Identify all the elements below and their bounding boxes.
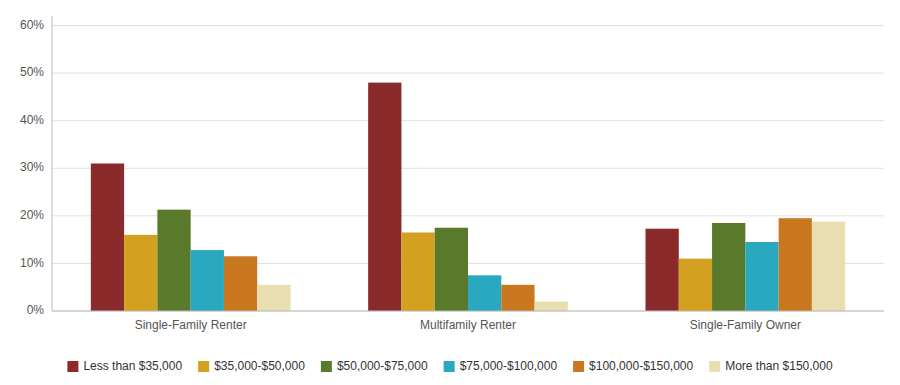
legend-label: More than $150,000 (725, 359, 833, 373)
grid-line (52, 73, 884, 74)
grid-line (52, 168, 884, 169)
legend-item: $50,000-$75,000 (321, 359, 428, 373)
y-tick-label: 10% (20, 256, 44, 270)
bar (368, 83, 401, 311)
legend-label: $50,000-$75,000 (337, 359, 428, 373)
y-axis-line (52, 16, 53, 311)
bar (812, 222, 845, 311)
y-tick-label: 30% (20, 160, 44, 174)
grid-line (52, 25, 884, 26)
bar (257, 285, 290, 311)
legend-label: $75,000-$100,000 (460, 359, 558, 373)
legend-label: $35,000-$50,000 (214, 359, 305, 373)
bar (124, 235, 157, 311)
bar (468, 275, 501, 311)
bar (501, 285, 534, 311)
grid-line (52, 120, 884, 121)
y-tick-label: 40% (20, 113, 44, 127)
y-tick-label: 60% (20, 18, 44, 32)
bar (535, 301, 568, 311)
bar (157, 210, 190, 311)
legend-label: $100,000-$150,000 (589, 359, 693, 373)
bar (645, 229, 678, 311)
bar (745, 242, 778, 311)
y-grid (52, 26, 884, 311)
legend-swatch (67, 361, 78, 372)
legend-swatch (198, 361, 209, 372)
bar (712, 223, 745, 311)
legend-swatch (709, 361, 720, 372)
legend-item: $100,000-$150,000 (573, 359, 693, 373)
x-axis-line (52, 311, 884, 312)
legend-item: $75,000-$100,000 (444, 359, 558, 373)
legend-swatch (321, 361, 332, 372)
grid-line (52, 311, 884, 312)
bars (91, 83, 845, 311)
legend-item: $35,000-$50,000 (198, 359, 305, 373)
x-tick-label: Multifamily Renter (420, 318, 516, 332)
chart: 0% 10% 20% 30% 40% 50% 60% Single-Family Renter… (0, 0, 900, 385)
bar (435, 228, 468, 311)
bar (779, 218, 812, 311)
bar (91, 164, 124, 312)
legend-item: Less than $35,000 (67, 359, 182, 373)
legend: Less than $35,000 $35,000-$50,000 $50,000-… (67, 359, 833, 373)
bar (679, 259, 712, 311)
legend-swatch (444, 361, 455, 372)
chart-container: 0% 10% 20% 30% 40% 50% 60% Single-Family Renter… (0, 0, 900, 385)
x-tick-label: Single-Family Owner (690, 318, 801, 332)
legend-swatch (573, 361, 584, 372)
y-tick-label: 0% (27, 303, 45, 317)
bar (224, 256, 257, 311)
bar (191, 250, 224, 311)
bar (401, 232, 434, 311)
y-tick-label: 50% (20, 65, 44, 79)
legend-item: More than $150,000 (709, 359, 833, 373)
y-tick-label: 20% (20, 208, 44, 222)
legend-label: Less than $35,000 (83, 359, 182, 373)
x-tick-label: Single-Family Renter (135, 318, 247, 332)
